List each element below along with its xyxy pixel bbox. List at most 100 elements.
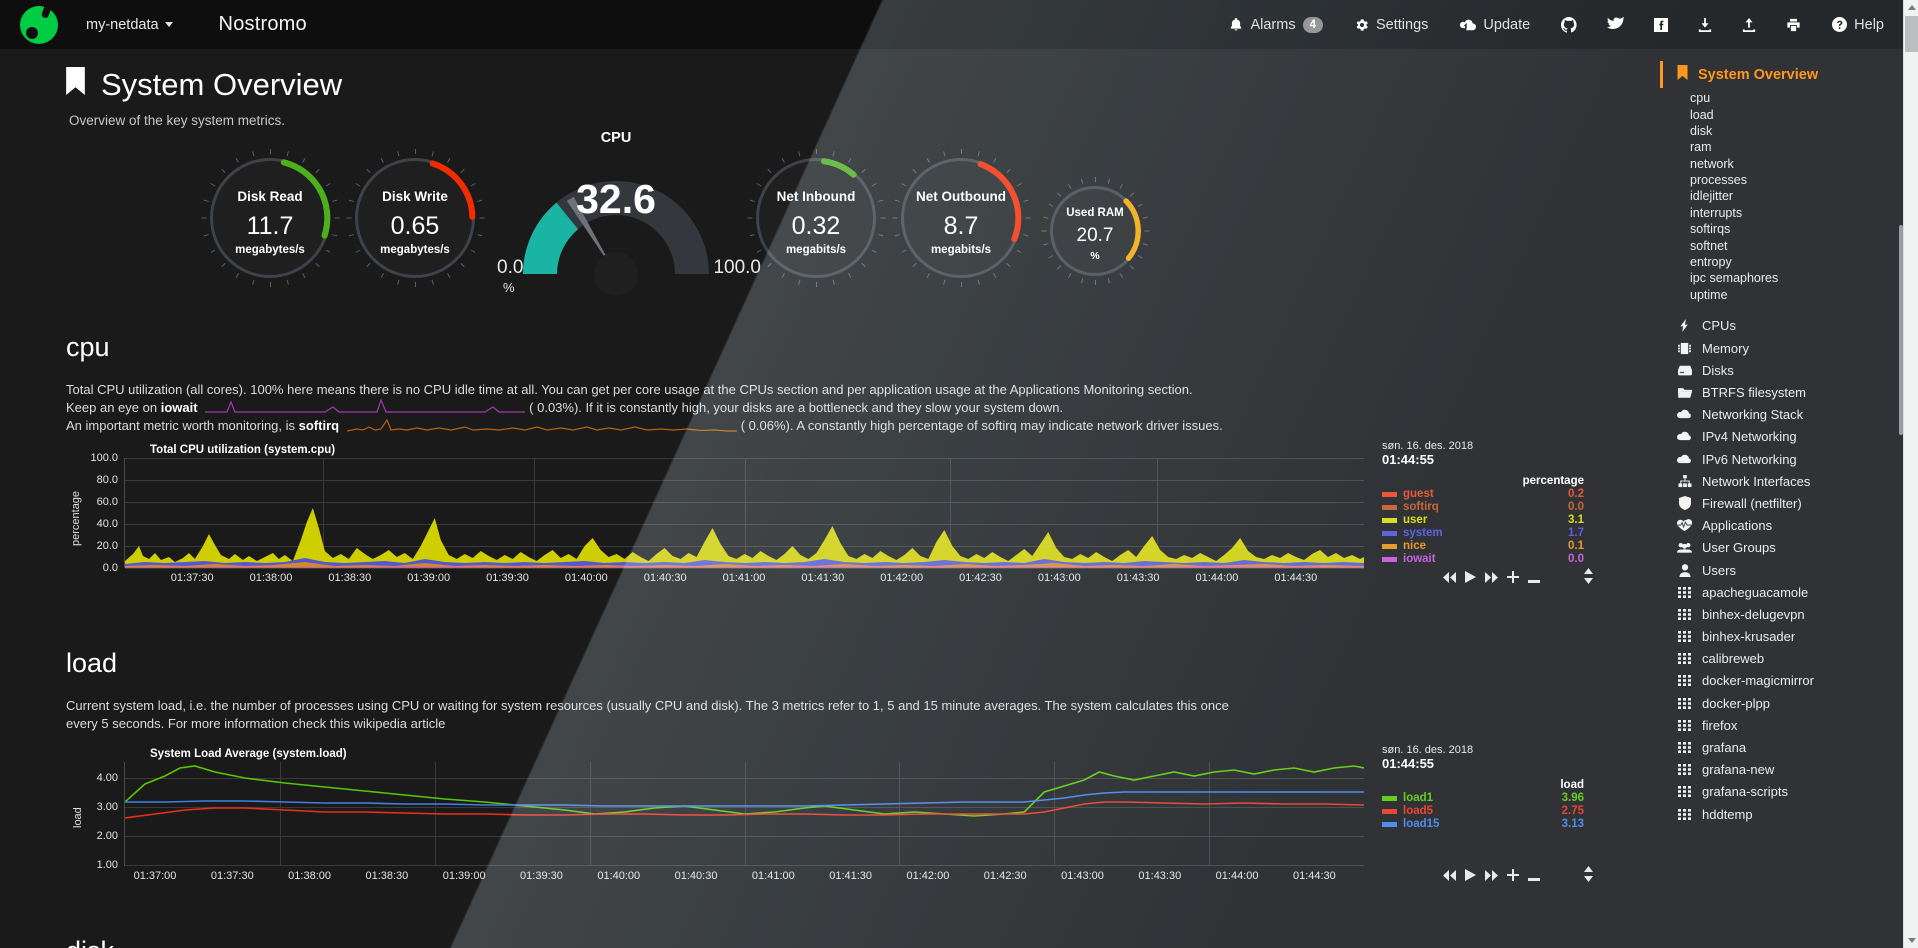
sidebar-item-btrfs-filesystem[interactable]: BTRFS filesystem [1660,381,1903,403]
nav-item-twitter[interactable] [1592,0,1639,49]
softirq-sparkline [346,418,737,437]
legend-row-iowait[interactable]: iowait 0.0 [1382,553,1588,565]
sidebar-item-system-overview[interactable]: System Overview [1660,61,1903,88]
sidebar-item-apacheguacamole[interactable]: apacheguacamole [1660,581,1903,603]
sidebar-item-binhex-delugevpn[interactable]: binhex-delugevpn [1660,603,1903,625]
gauge-cpu[interactable]: CPU 32.6 0.0 % 100.0 [497,130,761,320]
legend-row-load1[interactable]: load1 3.96 [1382,792,1588,804]
sidebar-scroll-indicator[interactable] [1899,225,1903,435]
gauge-disk-write[interactable]: Disk Write 0.65 megabytes/s [346,149,485,287]
sidebar-item-applications[interactable]: Applications [1660,515,1903,537]
chart-system-load[interactable]: System Load Average (system.load) load 4… [62,744,1632,910]
page-scrollbar[interactable] [1903,0,1918,948]
scroll-down-arrow[interactable] [1904,933,1918,948]
sidebar-item-firewall-netfilter[interactable]: Firewall (netfilter) [1660,492,1903,514]
chart-resize-handle[interactable] [1583,866,1594,887]
legend-row-guest[interactable]: guest 0.2 [1382,488,1588,500]
fast-backward-icon[interactable] [1443,868,1456,886]
sidebar-item-calibreweb[interactable]: calibreweb [1660,648,1903,670]
sidebar-sub-item-idlejitter[interactable]: idlejitter [1690,189,1734,204]
sidebar-sub-item-interrupts[interactable]: interrupts [1690,205,1743,220]
sidebar-sub-item-uptime[interactable]: uptime [1690,287,1728,302]
gauge-net-outbound[interactable]: Net Outbound 8.7 megabits/s [892,149,1031,287]
nav-item-export[interactable] [1727,0,1771,49]
sidebar-item-disks[interactable]: Disks [1660,359,1903,381]
y-tick: 40.0 [96,518,118,531]
legend-value: 3.13 [1561,818,1584,831]
sidebar-sub-item-disk[interactable]: disk [1690,123,1713,138]
legend-row-nice[interactable]: nice 0.1 [1382,540,1588,552]
play-icon[interactable] [1465,570,1476,588]
sidebar-item-ipv4-networking[interactable]: IPv4 Networking [1660,426,1903,448]
sidebar-item-grafana[interactable]: grafana [1660,736,1903,758]
zoom-in-icon[interactable] [1507,868,1519,886]
folder-open-icon [1677,387,1692,398]
legend-swatch [1382,517,1397,523]
chart-plot-area[interactable] [124,762,1364,867]
page-title-text: System Overview [101,67,343,102]
nav-item-settings[interactable]: Settings [1339,0,1444,49]
sidebar-item-cpus[interactable]: CPUs [1660,315,1903,337]
netdata-logo[interactable] [0,2,78,44]
sidebar-item-label: binhex-delugevpn [1702,606,1805,622]
sidebar-sub-item-network[interactable]: network [1690,156,1734,171]
legend-row-load5[interactable]: load5 2.75 [1382,805,1588,817]
zoom-out-icon[interactable] [1528,570,1540,588]
play-icon[interactable] [1465,868,1476,886]
sidebar-item-memory[interactable]: Memory [1660,337,1903,359]
nav-item-import[interactable] [1683,0,1727,49]
sidebar-item-docker-magicmirror[interactable]: docker-magicmirror [1660,670,1903,692]
sidebar-item-docker-plpp[interactable]: docker-plpp [1660,692,1903,714]
gauge-used-ram[interactable]: Used RAM 20.7 % [1041,177,1150,285]
x-tick: 01:42:30 [983,870,1027,883]
legend-row-system[interactable]: system 1.7 [1382,527,1588,539]
sidebar-item-firefox[interactable]: firefox [1660,714,1903,736]
sidebar-sub-item-ram[interactable]: ram [1690,140,1712,155]
sidebar-sub-item-processes[interactable]: processes [1690,173,1747,188]
fast-forward-icon[interactable] [1485,570,1498,588]
gauge-net-inbound[interactable]: Net Inbound 0.32 megabits/s [747,149,886,287]
scroll-up-arrow[interactable] [1904,0,1918,15]
sidebar-item-ipv6-networking[interactable]: IPv6 Networking [1660,448,1903,470]
sidebar-item-label: docker-magicmirror [1702,673,1814,689]
zoom-out-icon[interactable] [1528,868,1540,886]
sidebar-item-hddtemp[interactable]: hddtemp [1660,803,1903,825]
nav-item-update[interactable]: Update [1444,0,1546,49]
sidebar-item-network-interfaces[interactable]: Network Interfaces [1660,470,1903,492]
chart-plot-area[interactable] [124,458,1364,570]
fast-backward-icon[interactable] [1443,570,1456,588]
th-icon [1677,653,1692,665]
sidebar-item-networking-stack[interactable]: Networking Stack [1660,404,1903,426]
sidebar-item-users[interactable]: Users [1660,559,1903,581]
nav-item-github[interactable] [1546,0,1592,49]
shield-icon [1677,496,1692,511]
sidebar-item-user-groups[interactable]: User Groups [1660,537,1903,559]
sidebar-item-grafana-new[interactable]: grafana-new [1660,759,1903,781]
legend-row-load15[interactable]: load15 3.13 [1382,818,1588,830]
legend-row-softirq[interactable]: softirq 0.0 [1382,501,1588,513]
nav-item-facebook[interactable] [1639,0,1683,49]
sidebar-sub-item-softirqs[interactable]: softirqs [1690,222,1731,237]
legend-row-user[interactable]: user 3.1 [1382,514,1588,526]
sidebar-sub-item-entropy[interactable]: entropy [1690,254,1732,269]
sidebar-sub-item-ipc-semaphores[interactable]: ipc semaphores [1690,271,1779,286]
gauge-disk-read[interactable]: Disk Read 11.7 megabytes/s [201,149,340,287]
sidebar-sub-item-softnet[interactable]: softnet [1690,238,1728,253]
legend-name: load5 [1403,805,1434,818]
sidebar-item-grafana-scripts[interactable]: grafana-scripts [1660,781,1903,803]
sidebar-item-label: Users [1702,562,1736,578]
sidebar-sub-item-cpu[interactable]: cpu [1690,91,1711,106]
nav-item-print[interactable] [1771,0,1816,49]
chart-system-cpu[interactable]: Total CPU utilization (system.cpu) perce… [62,440,1632,606]
host-selector-dropdown[interactable]: my-netdata [86,17,173,33]
nav-item-alarms[interactable]: Alarms 4 [1213,0,1339,49]
facebook-icon [1654,17,1669,32]
th-icon [1677,608,1692,620]
nav-item-help[interactable]: Help [1816,0,1900,49]
chart-resize-handle[interactable] [1583,568,1594,589]
sidebar-sub-item-load[interactable]: load [1690,107,1714,122]
zoom-in-icon[interactable] [1507,570,1519,588]
scrollbar-thumb[interactable] [1905,16,1918,52]
fast-forward-icon[interactable] [1485,868,1498,886]
sidebar-item-binhex-krusader[interactable]: binhex-krusader [1660,626,1903,648]
